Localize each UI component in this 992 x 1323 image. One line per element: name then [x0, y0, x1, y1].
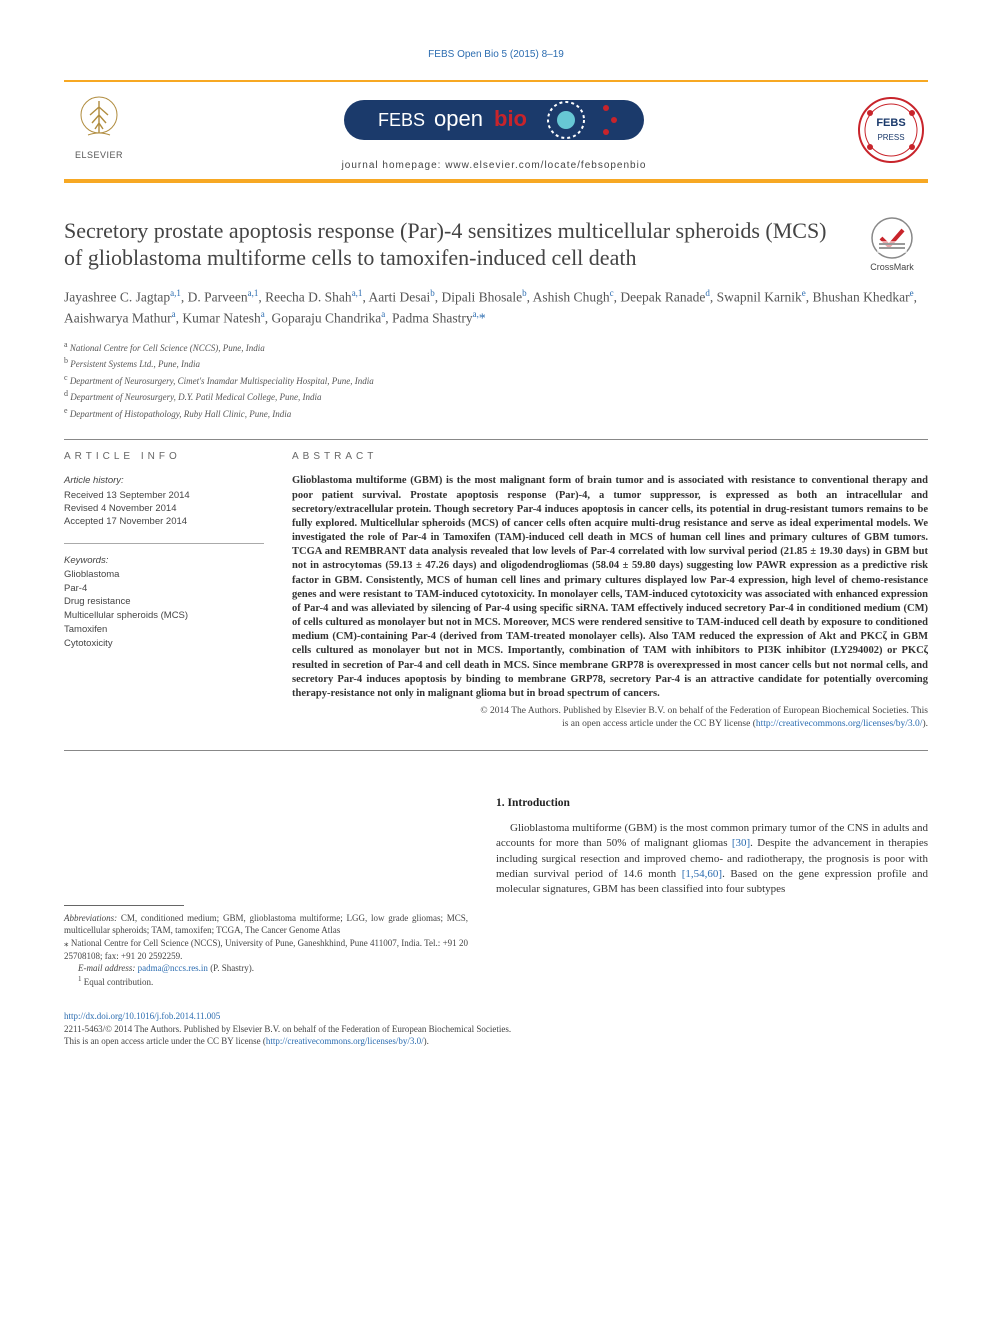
equal-text: Equal contribution. [82, 977, 154, 987]
footer-cc-link[interactable]: http://creativecommons.org/licenses/by/3… [266, 1036, 424, 1046]
abbrev-text: CM, conditioned medium; GBM, glioblastom… [64, 913, 468, 936]
crossmark-label: CrossMark [870, 261, 914, 274]
introduction-paragraph: Glioblastoma multiforme (GBM) is the mos… [496, 821, 928, 898]
keywords-list: GlioblastomaPar-4Drug resistanceMulticel… [64, 568, 264, 651]
email-link[interactable]: padma@nccs.res.in [138, 963, 208, 973]
equal-contribution-footnote: 1 Equal contribution. [64, 975, 468, 989]
corr-star: ⁎ [64, 938, 71, 948]
elsevier-logo: ELSEVIER [64, 93, 134, 171]
history-received: Received 13 September 2014 [64, 489, 264, 502]
article-title: Secretory prostate apoptosis response (P… [64, 217, 840, 272]
journal-homepage: journal homepage: www.elsevier.com/locat… [134, 159, 854, 173]
febs-press-badge: FEBS PRESS [854, 93, 928, 172]
abstract-column: ABSTRACT Glioblastoma multiforme (GBM) i… [292, 450, 928, 731]
svg-text:bio: bio [494, 106, 527, 131]
authors-list: Jayashree C. Jagtapa,1, D. Parveena,1, R… [64, 287, 928, 329]
introduction-heading: 1. Introduction [496, 795, 928, 811]
email-label: E-mail address: [78, 963, 135, 973]
footnotes-column: Abbreviations: CM, conditioned medium; G… [64, 795, 468, 989]
page-footer: http://dx.doi.org/10.1016/j.fob.2014.11.… [64, 1010, 928, 1048]
abbrev-label: Abbreviations: [64, 913, 117, 923]
corresponding-author-footnote: ⁎ National Centre for Cell Science (NCCS… [64, 937, 468, 962]
introduction-column: 1. Introduction Glioblastoma multiforme … [496, 795, 928, 989]
divider [64, 439, 928, 440]
copyright-text-3: ). [922, 719, 928, 729]
abstract-text: Glioblastoma multiforme (GBM) is the mos… [292, 474, 928, 701]
crossmark-icon [871, 217, 913, 259]
footer-copyright: 2211-5463/© 2014 The Authors. Published … [64, 1024, 511, 1034]
divider [64, 750, 928, 751]
elsevier-text: ELSEVIER [75, 149, 123, 162]
footer-close: ). [424, 1036, 429, 1046]
doi-link[interactable]: http://dx.doi.org/10.1016/j.fob.2014.11.… [64, 1011, 220, 1021]
history-accepted: Accepted 17 November 2014 [64, 515, 264, 528]
history-label: Article history: [64, 474, 264, 487]
abstract-heading: ABSTRACT [292, 450, 928, 464]
crossmark-badge[interactable]: CrossMark [856, 217, 928, 274]
copyright-text-1: © 2014 The Authors. Published by Elsevie… [480, 706, 928, 716]
email-footnote: E-mail address: padma@nccs.res.in (P. Sh… [64, 962, 468, 975]
homepage-url[interactable]: www.elsevier.com/locate/febsopenbio [445, 160, 646, 171]
keywords-label: Keywords: [64, 554, 264, 567]
copyright-text-2: is an open access article under the CC B… [562, 719, 756, 729]
homepage-label: journal homepage: [342, 160, 442, 171]
svg-text:FEBS: FEBS [378, 110, 425, 130]
abbreviations-footnote: Abbreviations: CM, conditioned medium; G… [64, 912, 468, 937]
elsevier-tree-icon [72, 93, 126, 147]
email-name: (P. Shastry). [208, 963, 254, 973]
footer-oa-text: This is an open access article under the… [64, 1036, 266, 1046]
article-info-heading: ARTICLE INFO [64, 450, 264, 464]
affiliations: a National Centre for Cell Science (NCCS… [64, 339, 928, 422]
info-divider [64, 543, 264, 544]
svg-text:FEBS: FEBS [876, 117, 905, 129]
svg-text:open: open [434, 106, 483, 131]
journal-header: ELSEVIER FEBS open bio journal homepage: [64, 80, 928, 183]
footnote-rule [64, 905, 184, 906]
copyright-line: © 2014 The Authors. Published by Elsevie… [292, 705, 928, 732]
febs-openbio-logo: FEBS open bio [344, 92, 644, 153]
history-revised: Revised 4 November 2014 [64, 502, 264, 515]
cc-license-link[interactable]: http://creativecommons.org/licenses/by/3… [756, 719, 923, 729]
svg-text:PRESS: PRESS [877, 133, 904, 142]
corr-text: National Centre for Cell Science (NCCS),… [64, 938, 468, 961]
article-info-column: ARTICLE INFO Article history: Received 1… [64, 450, 264, 731]
journal-reference: FEBS Open Bio 5 (2015) 8–19 [64, 48, 928, 62]
